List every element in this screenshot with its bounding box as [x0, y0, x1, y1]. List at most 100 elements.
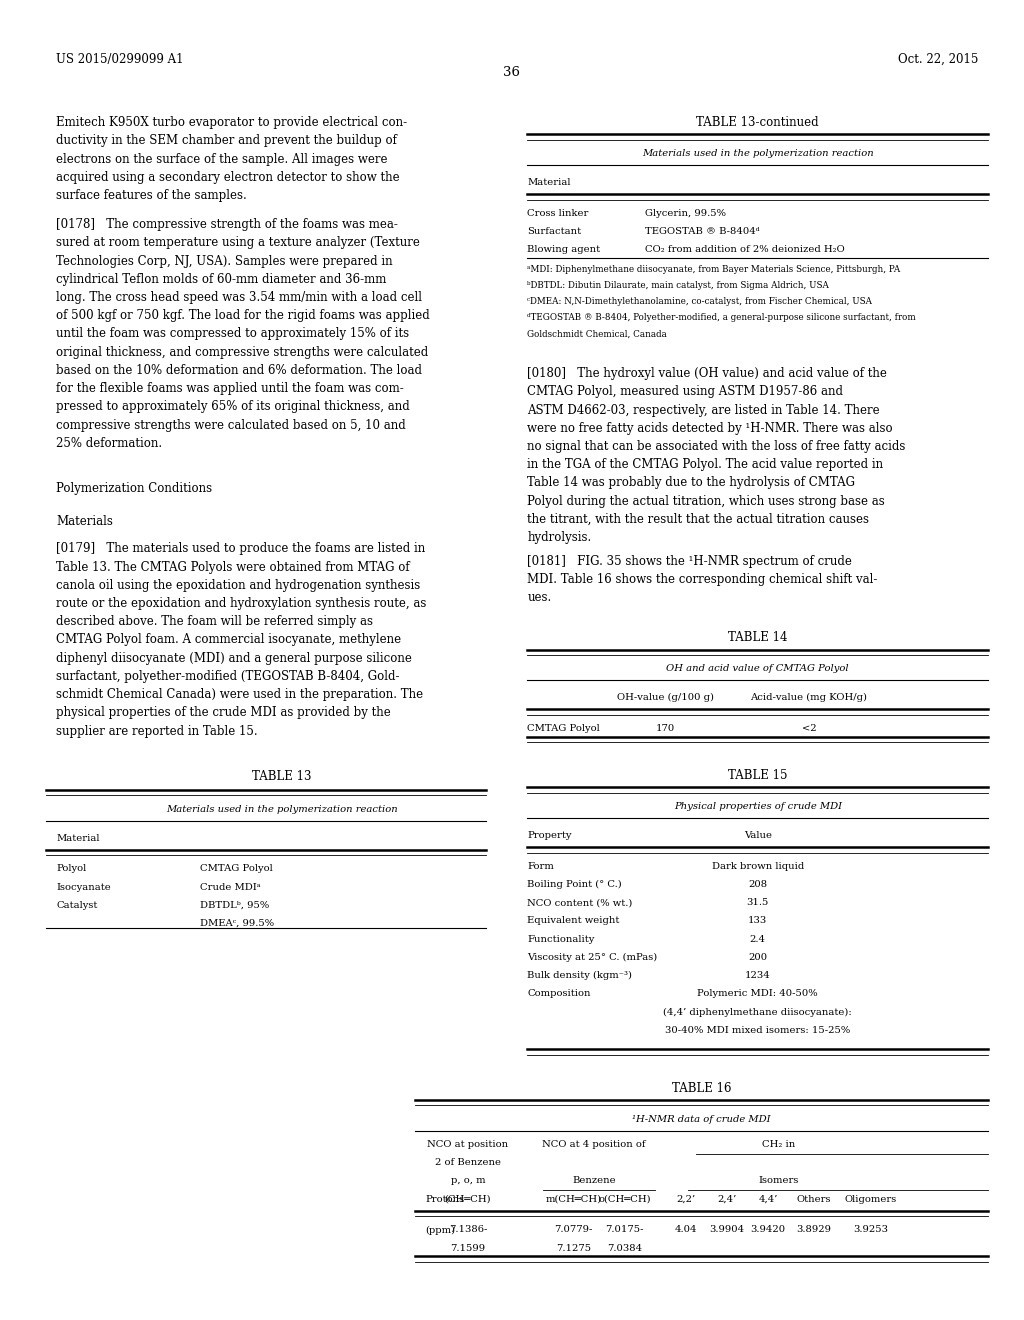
Text: <2: <2	[802, 723, 816, 733]
Text: ᵇDBTDL: Dibutin Dilaurate, main catalyst, from Sigma Aldrich, USA: ᵇDBTDL: Dibutin Dilaurate, main catalyst…	[527, 281, 829, 290]
Text: of 500 kgf or 750 kgf. The load for the rigid foams was applied: of 500 kgf or 750 kgf. The load for the …	[56, 309, 430, 322]
Text: MDI. Table 16 shows the corresponding chemical shift val-: MDI. Table 16 shows the corresponding ch…	[527, 573, 878, 586]
Text: NCO at position: NCO at position	[427, 1140, 509, 1148]
Text: m(CH═CH): m(CH═CH)	[546, 1195, 601, 1204]
Text: compressive strengths were calculated based on 5, 10 and: compressive strengths were calculated ba…	[56, 418, 407, 432]
Text: ues.: ues.	[527, 591, 552, 605]
Text: 3.9420: 3.9420	[751, 1225, 785, 1234]
Text: 1234: 1234	[744, 972, 771, 979]
Text: 2 of Benzene: 2 of Benzene	[435, 1158, 501, 1167]
Text: described above. The foam will be referred simply as: described above. The foam will be referr…	[56, 615, 374, 628]
Text: DMEAᶜ, 99.5%: DMEAᶜ, 99.5%	[200, 919, 273, 928]
Text: Catalyst: Catalyst	[56, 902, 97, 909]
Text: cylindrical Teflon molds of 60-mm diameter and 36-mm: cylindrical Teflon molds of 60-mm diamet…	[56, 273, 387, 286]
Text: Oct. 22, 2015: Oct. 22, 2015	[898, 53, 978, 66]
Text: schmidt Chemical Canada) were used in the preparation. The: schmidt Chemical Canada) were used in th…	[56, 688, 424, 701]
Text: ¹H-NMR data of crude MDI: ¹H-NMR data of crude MDI	[632, 1114, 771, 1123]
Text: Dark brown liquid: Dark brown liquid	[712, 862, 804, 871]
Text: 7.0384: 7.0384	[607, 1243, 642, 1253]
Text: Glycerin, 99.5%: Glycerin, 99.5%	[645, 209, 726, 218]
Text: Benzene: Benzene	[572, 1176, 615, 1185]
Text: TABLE 16: TABLE 16	[672, 1082, 731, 1096]
Text: 3.9253: 3.9253	[853, 1225, 888, 1234]
Text: Table 13. The CMTAG Polyols were obtained from MTAG of: Table 13. The CMTAG Polyols were obtaine…	[56, 561, 410, 574]
Text: diphenyl diisocyanate (MDI) and a general purpose silicone: diphenyl diisocyanate (MDI) and a genera…	[56, 652, 413, 665]
Text: canola oil using the epoxidation and hydrogenation synthesis: canola oil using the epoxidation and hyd…	[56, 579, 421, 591]
Text: Form: Form	[527, 862, 554, 871]
Text: ᶜDMEA: N,N-Dimethylethanolamine, co-catalyst, from Fischer Chemical, USA: ᶜDMEA: N,N-Dimethylethanolamine, co-cata…	[527, 297, 872, 306]
Text: original thickness, and compressive strengths were calculated: original thickness, and compressive stre…	[56, 346, 429, 359]
Text: CMTAG Polyol: CMTAG Polyol	[200, 865, 272, 874]
Text: ductivity in the SEM chamber and prevent the buildup of: ductivity in the SEM chamber and prevent…	[56, 135, 397, 148]
Text: TABLE 13: TABLE 13	[252, 770, 311, 783]
Text: ASTM D4662-03, respectively, are listed in Table 14. There: ASTM D4662-03, respectively, are listed …	[527, 404, 880, 417]
Text: CMTAG Polyol: CMTAG Polyol	[527, 723, 600, 733]
Text: the titrant, with the result that the actual titration causes: the titrant, with the result that the ac…	[527, 513, 869, 525]
Text: Material: Material	[527, 178, 570, 187]
Text: OH and acid value of CMTAG Polyol: OH and acid value of CMTAG Polyol	[667, 664, 849, 673]
Text: o(CH═CH): o(CH═CH)	[598, 1195, 651, 1204]
Text: sured at room temperature using a texture analyzer (Texture: sured at room temperature using a textur…	[56, 236, 420, 249]
Text: route or the epoxidation and hydroxylation synthesis route, as: route or the epoxidation and hydroxylati…	[56, 597, 427, 610]
Text: 4,4’: 4,4’	[759, 1195, 777, 1204]
Text: 2.4: 2.4	[750, 935, 766, 944]
Text: Composition: Composition	[527, 989, 591, 998]
Text: CMTAG Polyol, measured using ASTM D1957-86 and: CMTAG Polyol, measured using ASTM D1957-…	[527, 385, 844, 399]
Text: TEGOSTAB ® B-8404ᵈ: TEGOSTAB ® B-8404ᵈ	[645, 227, 760, 236]
Text: 2,2’: 2,2’	[677, 1195, 695, 1204]
Text: no signal that can be associated with the loss of free fatty acids: no signal that can be associated with th…	[527, 440, 906, 453]
Text: Polymerization Conditions: Polymerization Conditions	[56, 482, 212, 495]
Text: Equivalent weight: Equivalent weight	[527, 916, 620, 925]
Text: Value: Value	[743, 832, 772, 840]
Text: pressed to approximately 65% of its original thickness, and: pressed to approximately 65% of its orig…	[56, 400, 410, 413]
Text: 3.9904: 3.9904	[710, 1225, 744, 1234]
Text: [0178]   The compressive strength of the foams was mea-: [0178] The compressive strength of the f…	[56, 218, 398, 231]
Text: Protons: Protons	[425, 1195, 464, 1204]
Text: NCO at 4 position of: NCO at 4 position of	[542, 1140, 646, 1148]
Text: [0181]   FIG. 35 shows the ¹H-NMR spectrum of crude: [0181] FIG. 35 shows the ¹H-NMR spectrum…	[527, 554, 852, 568]
Text: 7.1599: 7.1599	[451, 1243, 485, 1253]
Text: Oligomers: Oligomers	[844, 1195, 897, 1204]
Text: surface features of the samples.: surface features of the samples.	[56, 189, 247, 202]
Text: based on the 10% deformation and 6% deformation. The load: based on the 10% deformation and 6% defo…	[56, 364, 422, 378]
Text: [0180]   The hydroxyl value (OH value) and acid value of the: [0180] The hydroxyl value (OH value) and…	[527, 367, 887, 380]
Text: hydrolysis.: hydrolysis.	[527, 531, 592, 544]
Text: Others: Others	[797, 1195, 831, 1204]
Text: CH₂ in: CH₂ in	[762, 1140, 795, 1148]
Text: 7.0175-: 7.0175-	[605, 1225, 644, 1234]
Text: 200: 200	[749, 953, 767, 962]
Text: Isocyanate: Isocyanate	[56, 883, 111, 892]
Text: Blowing agent: Blowing agent	[527, 246, 600, 255]
Text: CO₂ from addition of 2% deionized H₂O: CO₂ from addition of 2% deionized H₂O	[645, 246, 845, 255]
Text: Bulk density (kgm⁻³): Bulk density (kgm⁻³)	[527, 972, 633, 981]
Text: acquired using a secondary electron detector to show the: acquired using a secondary electron dete…	[56, 170, 400, 183]
Text: Physical properties of crude MDI: Physical properties of crude MDI	[674, 801, 842, 810]
Text: 25% deformation.: 25% deformation.	[56, 437, 163, 450]
Text: US 2015/0299099 A1: US 2015/0299099 A1	[56, 53, 184, 66]
Text: Cross linker: Cross linker	[527, 209, 589, 218]
Text: Technologies Corp, NJ, USA). Samples were prepared in: Technologies Corp, NJ, USA). Samples wer…	[56, 255, 393, 268]
Text: Acid-value (mg KOH/g): Acid-value (mg KOH/g)	[751, 693, 867, 702]
Text: Isomers: Isomers	[758, 1176, 799, 1185]
Text: Polyol: Polyol	[56, 865, 87, 874]
Text: DBTDLᵇ, 95%: DBTDLᵇ, 95%	[200, 902, 269, 909]
Text: NCO content (% wt.): NCO content (% wt.)	[527, 898, 633, 907]
Text: Viscosity at 25° C. (mPas): Viscosity at 25° C. (mPas)	[527, 953, 657, 962]
Text: Surfactant: Surfactant	[527, 227, 582, 236]
Text: Materials used in the polymerization reaction: Materials used in the polymerization rea…	[166, 805, 397, 813]
Text: 3.8929: 3.8929	[797, 1225, 831, 1234]
Text: Functionality: Functionality	[527, 935, 595, 944]
Text: Boiling Point (° C.): Boiling Point (° C.)	[527, 880, 623, 890]
Text: 4.04: 4.04	[675, 1225, 697, 1234]
Text: 36: 36	[504, 66, 520, 79]
Text: Polyol during the actual titration, which uses strong base as: Polyol during the actual titration, whic…	[527, 495, 885, 508]
Text: surfactant, polyether-modified (TEGOSTAB B-8404, Gold-: surfactant, polyether-modified (TEGOSTAB…	[56, 671, 399, 682]
Text: Property: Property	[527, 832, 571, 840]
Text: (ppm): (ppm)	[425, 1225, 455, 1234]
Text: Materials used in the polymerization reaction: Materials used in the polymerization rea…	[642, 149, 873, 158]
Text: supplier are reported in Table 15.: supplier are reported in Table 15.	[56, 725, 258, 738]
Text: 7.1275: 7.1275	[556, 1243, 591, 1253]
Text: Polymeric MDI: 40-50%: Polymeric MDI: 40-50%	[697, 989, 818, 998]
Text: 31.5: 31.5	[746, 898, 769, 907]
Text: in the TGA of the CMTAG Polyol. The acid value reported in: in the TGA of the CMTAG Polyol. The acid…	[527, 458, 884, 471]
